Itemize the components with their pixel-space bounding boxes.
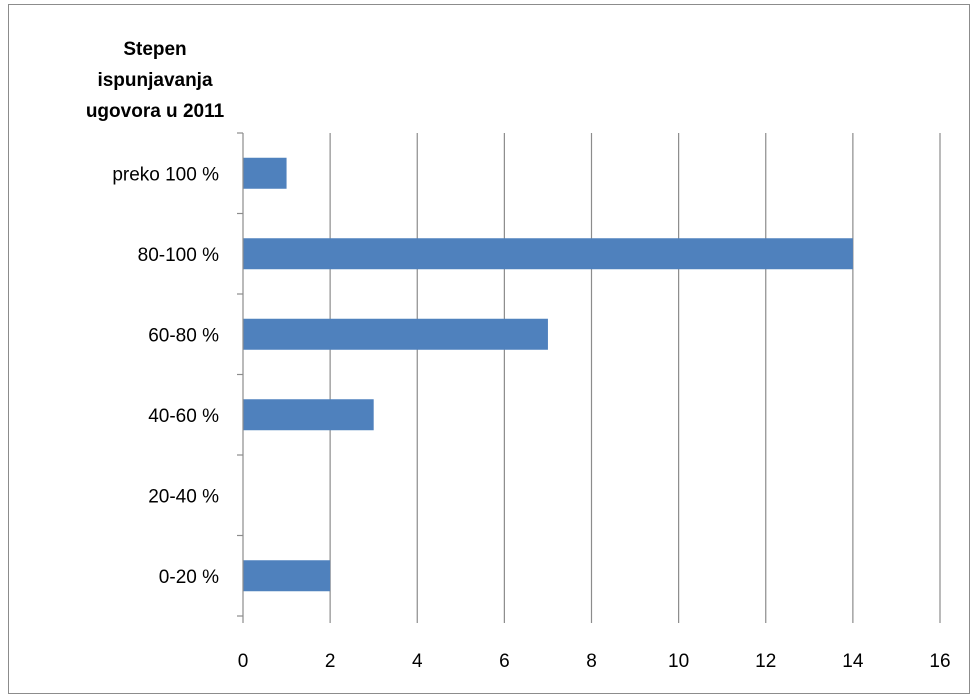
x-tick-label-3: 6 bbox=[499, 651, 510, 672]
category-label-0: preko 100 % bbox=[112, 164, 219, 185]
x-tick-label-1: 2 bbox=[325, 651, 336, 672]
x-tick-label-7: 14 bbox=[842, 651, 864, 672]
x-tick-label-0: 0 bbox=[238, 651, 249, 672]
x-tick-label-6: 12 bbox=[755, 651, 776, 672]
category-label-3: 40-60 % bbox=[148, 406, 219, 427]
axis-title: Stepen ispunjavanja ugovora u 2011 bbox=[86, 39, 225, 122]
x-tick-label-4: 8 bbox=[586, 651, 597, 672]
axis-title-line-0: Stepen bbox=[123, 39, 186, 60]
x-tick-labels: 0 2 4 6 8 10 12 14 16 bbox=[238, 651, 951, 672]
gridlines bbox=[329, 133, 941, 623]
x-tick-label-8: 16 bbox=[929, 651, 950, 672]
bar-1 bbox=[243, 238, 853, 270]
bars bbox=[243, 157, 853, 592]
y-axis bbox=[237, 132, 244, 623]
axis-title-line-1: ispunjavanja bbox=[97, 70, 213, 91]
bar-5 bbox=[243, 560, 331, 592]
category-labels: preko 100 % 80-100 % 60-80 % 40-60 % 20-40 %… bbox=[112, 164, 219, 588]
category-label-1: 80-100 % bbox=[138, 245, 219, 266]
category-label-4: 20-40 % bbox=[148, 486, 219, 507]
bar-3 bbox=[243, 399, 374, 431]
axis-title-line-2: ugovora u 2011 bbox=[86, 101, 225, 122]
bar-0 bbox=[243, 157, 287, 189]
x-tick-label-5: 10 bbox=[668, 651, 689, 672]
category-label-5: 0-20 % bbox=[159, 567, 219, 588]
category-label-2: 60-80 % bbox=[148, 325, 219, 346]
x-tick-label-2: 4 bbox=[412, 651, 423, 672]
bar-2 bbox=[243, 318, 548, 350]
cropped-header-remnant bbox=[0, 0, 973, 4]
